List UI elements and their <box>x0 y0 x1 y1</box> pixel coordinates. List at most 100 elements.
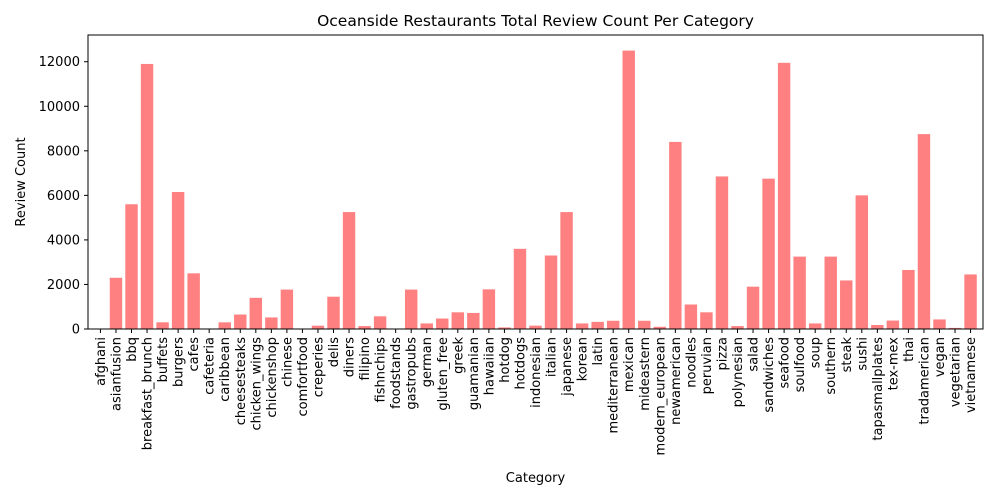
bar-noodles <box>684 304 698 329</box>
bar-mediterranean <box>606 320 620 329</box>
x-tick-label: fishnchips <box>374 337 389 403</box>
x-tick-label: cafeteria <box>203 337 218 395</box>
x-tick-label: sushi <box>855 337 870 371</box>
bar-tex-mex <box>886 320 900 329</box>
x-tick-label: newamerican <box>669 337 684 425</box>
y-axis: 0 2000 4000 6000 8000 10000 12000 <box>39 55 88 338</box>
bar-korean <box>575 323 589 329</box>
x-tick-label: chinese <box>280 337 295 387</box>
bar-creperies <box>311 325 325 329</box>
x-tick-label: polynesian <box>731 337 746 407</box>
bar-vietnamese <box>964 274 977 329</box>
x-tick-label: salad <box>747 337 762 372</box>
x-tick-label: guamanian <box>467 337 482 410</box>
x-tick-label: latin <box>591 337 606 366</box>
bars-group <box>109 50 977 330</box>
x-tick-label: mideastern <box>638 337 653 411</box>
x-axis: afghani asianfusion bbq breakfast_brunch buf… <box>94 329 979 455</box>
bar-burgers <box>171 192 185 329</box>
chart-title: Oceanside Restaurants Total Review Count… <box>317 12 754 30</box>
bar-chickenshop <box>265 317 278 329</box>
y-axis-title: Review Count <box>14 137 29 226</box>
x-tick-label: noodles <box>684 337 699 388</box>
bar-cheesesteaks <box>234 314 247 329</box>
x-tick-label: cafes <box>187 337 202 372</box>
x-tick-label: tapasmallplates <box>871 337 886 441</box>
x-tick-label: comfortfood <box>296 337 311 416</box>
x-tick-label: caribbean <box>218 337 233 402</box>
bar-filipino <box>358 326 371 329</box>
bar-tapasmallplates <box>871 324 884 329</box>
x-tick-label: bbq <box>125 337 140 362</box>
x-tick-label: filipino <box>358 337 373 381</box>
x-tick-label: burgers <box>172 337 187 387</box>
bar-vegan <box>933 319 946 329</box>
bar-soulfood <box>793 256 806 329</box>
bar-soup <box>808 323 822 329</box>
x-tick-label: cheesesteaks <box>234 337 249 426</box>
bar-buffets <box>156 322 169 329</box>
x-tick-label: indonesian <box>529 337 544 408</box>
bar-thai <box>902 269 915 329</box>
bar-newamerican <box>669 141 682 329</box>
x-tick-label: mexican <box>622 337 637 392</box>
x-tick-label: hawaiian <box>482 337 497 395</box>
x-tick-label: southern <box>824 337 839 395</box>
x-tick-label: vegan <box>933 337 948 377</box>
x-tick-label: vegetarian <box>949 337 964 407</box>
bar-chinese <box>280 289 294 329</box>
x-tick-label: afghani <box>94 337 109 386</box>
x-tick-label: pizza <box>715 337 730 370</box>
bar-german <box>420 323 433 329</box>
x-tick-label: thai <box>902 337 917 362</box>
bar-indonesian <box>529 325 542 329</box>
bar-tradamerican <box>917 134 931 329</box>
bar-bbq <box>125 204 138 329</box>
bar-hotdog <box>498 327 511 329</box>
x-tick-label: delis <box>327 337 342 367</box>
bar-hawaiian <box>482 289 496 329</box>
bar-breakfast_brunch <box>140 63 154 329</box>
y-tick-label: 6000 <box>47 189 80 204</box>
bar-fishnchips <box>373 316 387 329</box>
x-tick-label: foodstands <box>389 337 404 409</box>
bar-gluten_free <box>436 318 449 329</box>
bar-delis <box>327 296 340 329</box>
bar-sushi <box>855 195 869 329</box>
bar-southern <box>824 256 837 329</box>
x-tick-label: tex-mex <box>886 337 901 391</box>
x-tick-label: seafood <box>778 337 793 388</box>
bar-italian <box>544 255 558 329</box>
bar-mexican <box>622 50 635 330</box>
x-tick-label: modern_european <box>653 337 668 455</box>
bar-vegetarian <box>948 327 962 329</box>
bar-caribbean <box>218 322 231 329</box>
x-tick-label: steak <box>840 337 855 373</box>
x-tick-label: sandwiches <box>762 337 777 413</box>
bar-salad <box>746 286 760 329</box>
x-tick-label: peruvian <box>700 337 715 394</box>
x-tick-label: chicken_wings <box>249 337 264 431</box>
x-tick-label: italian <box>545 337 560 377</box>
bar-sandwiches <box>762 178 775 329</box>
y-tick-label: 4000 <box>47 233 80 248</box>
bar-diners <box>342 212 356 329</box>
bar-hotdogs <box>513 248 527 329</box>
x-tick-label: diners <box>343 337 358 377</box>
x-tick-label: german <box>420 337 435 387</box>
bar-steak <box>840 280 853 329</box>
x-tick-label: soup <box>809 337 824 368</box>
bar-latin <box>591 321 604 329</box>
x-tick-label: greek <box>451 337 466 374</box>
bar-peruvian <box>700 312 713 329</box>
bar-seafood <box>777 62 791 330</box>
x-tick-label: korean <box>576 337 591 381</box>
x-tick-label: chickenshop <box>265 337 280 418</box>
bar-mideastern <box>638 320 651 329</box>
x-tick-label: hotdogs <box>513 337 528 390</box>
bar-pizza <box>715 176 729 329</box>
x-tick-label: mediterranean <box>607 337 622 434</box>
y-tick-label: 10000 <box>39 100 80 115</box>
x-tick-label: buffets <box>156 337 171 383</box>
